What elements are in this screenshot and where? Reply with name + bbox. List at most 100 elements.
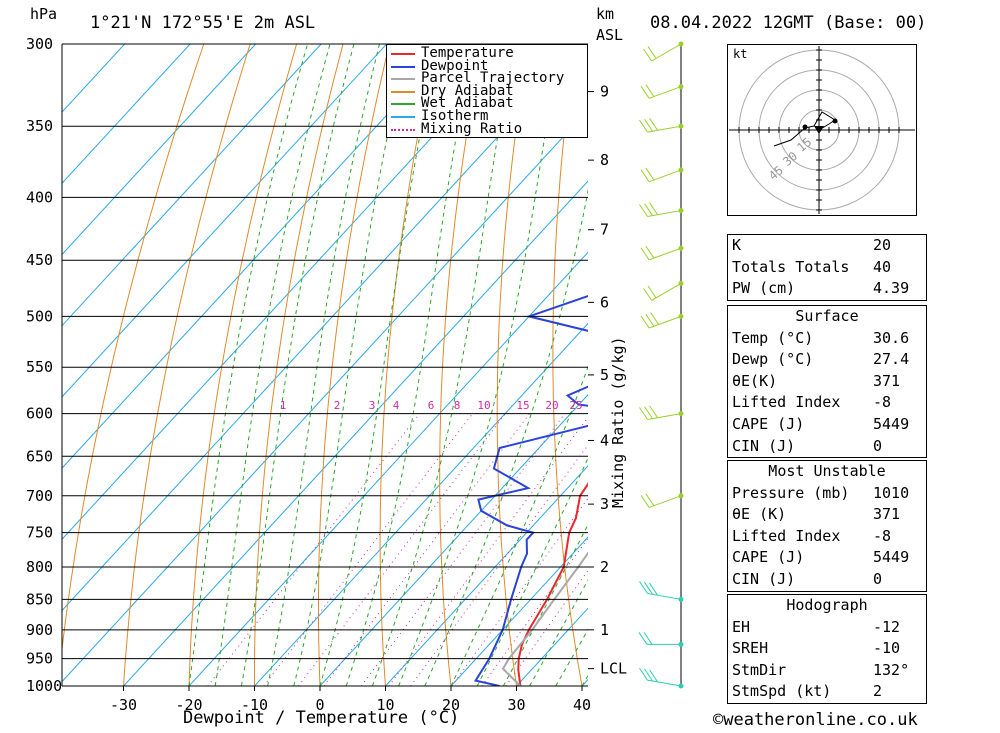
legend-swatch	[391, 53, 415, 55]
index-row: Totals Totals 40	[728, 257, 926, 279]
surface-row: θE(K) 371	[728, 371, 926, 393]
height-tick-label: 7	[600, 221, 609, 239]
legend-label: Parcel Trajectory	[421, 70, 565, 87]
dry-adiabat-line	[439, 44, 483, 686]
isotherm-line	[319, 393, 588, 686]
hodograph-unit: kt	[733, 47, 747, 61]
hodograph-param-value: -12	[873, 617, 901, 636]
most-unstable-value: -8	[873, 526, 892, 545]
most-unstable-value: 1010	[873, 483, 910, 502]
wind-barb-feather	[647, 46, 657, 59]
isotherm-line	[62, 109, 588, 683]
pressure-tick-label: 500	[26, 307, 53, 325]
location-title: 1°21'N 172°55'E 2m ASL	[90, 13, 316, 33]
surface-row: CIN (J) 0	[728, 436, 926, 458]
legend-label: Wet Adiabat	[421, 95, 514, 112]
dry-adiabat-line	[379, 44, 437, 686]
mixing-ratio-line	[481, 537, 588, 686]
surface-value: 5449	[873, 414, 910, 433]
index-value: 4.39	[873, 279, 910, 298]
pressure-tick-label: 750	[26, 524, 53, 542]
wet-adiabat-line	[450, 365, 588, 686]
mixing-ratio-line	[410, 444, 588, 686]
legend-swatch	[391, 103, 415, 106]
wind-barb-feather	[649, 202, 658, 215]
hodograph-param-value: 132°	[873, 660, 910, 679]
hodograph-trace	[773, 111, 836, 147]
hodograph-table: Hodograph EH -12 SREH -10 StmDir 132° StmSpd (…	[727, 594, 927, 704]
dry-adiabat-line	[62, 44, 205, 654]
isotherm-line	[384, 465, 588, 686]
pressure-tick-label: 350	[26, 117, 53, 135]
wind-barb-feather	[649, 118, 658, 131]
height-unit-label: km	[596, 5, 615, 23]
hodograph-table-title: Hodograph	[786, 596, 868, 614]
pressure-tick-label: 950	[26, 650, 53, 668]
pressure-tick-label: 450	[26, 251, 53, 269]
most-unstable-row: CAPE (J) 5449	[728, 547, 926, 569]
pressure-unit-label: hPa	[30, 5, 58, 23]
storm-motion-marker	[814, 126, 824, 134]
height-tick-label: 4	[600, 431, 609, 449]
hodograph-marker	[832, 118, 838, 124]
mixing-ratio-label: 15	[516, 399, 529, 412]
dry-adiabat-line	[992, 26, 1000, 712]
wind-barb	[651, 282, 682, 301]
wind-barb-feather	[649, 582, 658, 596]
wind-barb-feather	[647, 285, 657, 299]
wind-barb	[648, 495, 682, 508]
wind-barb-feather	[638, 632, 648, 645]
wind-barb	[648, 247, 682, 261]
index-key: K	[732, 236, 742, 254]
most-unstable-value: 371	[873, 505, 901, 524]
most-unstable-title: Most Unstable	[768, 462, 886, 480]
wind-barb-feather	[640, 315, 650, 329]
surface-key: θE(K)	[732, 371, 778, 390]
index-key: Totals Totals	[732, 257, 850, 276]
pressure-tick-label: 1000	[26, 677, 62, 695]
pressure-tick-label: 400	[26, 188, 53, 206]
index-row: PW (cm) 4.39	[728, 278, 926, 300]
surface-key: Temp (°C)	[732, 328, 814, 347]
hodograph-param-key: StmSpd (kt)	[732, 682, 832, 701]
wind-barb-feather	[645, 245, 655, 259]
dry-adiabat-line	[254, 44, 344, 686]
dewpoint-profile	[474, 295, 588, 686]
surface-key: CAPE (J)	[732, 414, 805, 433]
most-unstable-key: θE (K)	[732, 505, 787, 524]
legend-label: Dewpoint	[421, 57, 489, 74]
surface-value: -8	[873, 393, 892, 412]
mixing-ratio-label: 2	[334, 399, 341, 412]
legend-label: Temperature	[421, 45, 514, 61]
surface-table: Surface Temp (°C) 30.6 Dewp (°C) 27.4 θE(K) 3…	[727, 305, 927, 459]
most-unstable-key: CAPE (J)	[732, 548, 805, 567]
surface-value: 27.4	[873, 350, 910, 369]
legend: Temperature Dewpoint Parcel Trajectory Dry …	[386, 44, 588, 138]
surface-key: CIN (J)	[732, 436, 796, 455]
height-tick-label: 1	[600, 621, 609, 639]
height-tick-label: 5	[600, 366, 609, 384]
wind-barb-feather	[649, 405, 658, 419]
temp-tick-label: 0	[315, 696, 324, 714]
mixing-ratio-label: 8	[454, 399, 461, 412]
wind-barb-feather	[640, 247, 650, 261]
height-tick-label: 6	[600, 293, 609, 311]
wind-barb-feather	[644, 203, 653, 216]
most-unstable-value: 5449	[873, 548, 910, 567]
height-tick-label: 2	[600, 558, 609, 576]
wind-barb-feather	[640, 86, 650, 99]
legend-swatch	[391, 116, 415, 118]
height-tick-label: LCL	[600, 660, 627, 678]
wet-adiabat-line	[240, 44, 355, 686]
wind-barb-feather	[643, 288, 652, 301]
temp-tick-label: 10	[376, 696, 394, 714]
wind-barb	[647, 413, 682, 421]
legend-label: Isotherm	[421, 108, 489, 124]
height-tick-label: 3	[600, 495, 609, 513]
most-unstable-value: 0	[873, 569, 883, 588]
temp-tick-label: -20	[175, 696, 202, 714]
mixing-ratio-line	[388, 416, 588, 686]
mixing-ratio-label: 20	[545, 399, 558, 412]
mixing-ratio-label: 4	[393, 399, 400, 412]
